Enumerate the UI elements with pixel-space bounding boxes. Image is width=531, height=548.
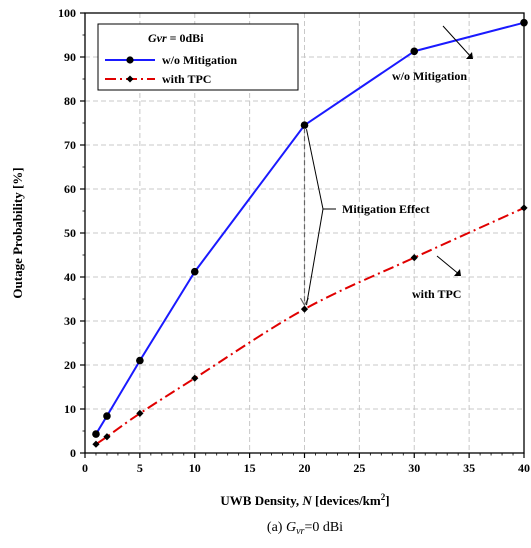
x-tick-label: 15 — [244, 461, 256, 475]
legend: Gvr = 0dBi w/o Mitigation with TPC — [97, 23, 299, 91]
y-tick-label: 90 — [64, 50, 76, 64]
legend-title: Gvr = 0dBi — [148, 31, 204, 45]
tpc-callout-arrowhead — [454, 269, 461, 276]
x-tick-label: 20 — [299, 461, 311, 475]
effect-leader-down — [306, 208, 324, 306]
effect-leader-up — [306, 129, 324, 210]
x-tick-label: 0 — [82, 461, 88, 475]
x-tick-label: 40 — [518, 461, 530, 475]
annotations — [299, 25, 473, 307]
marker-wo-mitigation — [103, 412, 111, 420]
marker-with-tpc — [300, 305, 309, 313]
tpc-callout-line — [436, 255, 461, 276]
y-tick-label: 20 — [64, 358, 76, 372]
figure-caption: (a) Gvr=0 dBi — [267, 520, 343, 537]
marker-wo-mitigation — [300, 121, 309, 129]
x-tick-label: 25 — [353, 461, 365, 475]
y-tick-label: 10 — [64, 402, 76, 416]
y-tick-label: 80 — [64, 94, 76, 108]
x-axis-title: UWB Density, N [devices/km2] — [220, 492, 389, 508]
wo-callout-line — [442, 25, 473, 59]
y-tick-label: 70 — [64, 138, 76, 152]
x-tick-label: 5 — [137, 461, 143, 475]
x-ticks: 0 5 10 15 20 25 30 35 40 — [82, 453, 530, 475]
y-axis-title: Outage Probability [%] — [10, 167, 25, 298]
legend-label-tpc: with TPC — [162, 72, 211, 86]
marker-wo-mitigation — [190, 267, 199, 276]
marker-wo-mitigation — [92, 430, 100, 438]
x-tick-label: 30 — [408, 461, 420, 475]
wo-callout-arrowhead — [466, 52, 473, 59]
legend-marker-wo — [126, 56, 134, 64]
marker-with-tpc — [191, 374, 199, 382]
marker-with-tpc — [103, 433, 111, 441]
marker-wo-mitigation — [410, 47, 419, 56]
legend-marker-tpc — [126, 75, 134, 83]
x-tick-label: 10 — [189, 461, 201, 475]
marker-with-tpc — [410, 254, 418, 262]
y-tick-label: 0 — [70, 446, 76, 460]
y-tick-label: 100 — [58, 6, 76, 20]
x-tick-label: 35 — [463, 461, 475, 475]
legend-label-wo: w/o Mitigation — [162, 53, 237, 67]
marker-with-tpc — [136, 409, 144, 417]
annotation-mitigation-effect: Mitigation Effect — [342, 202, 430, 216]
annotation-with-tpc: with TPC — [412, 287, 461, 301]
y-tick-label: 60 — [64, 182, 76, 196]
marker-wo-mitigation — [136, 356, 144, 365]
y-tick-label: 40 — [64, 270, 76, 284]
y-tick-label: 50 — [64, 226, 76, 240]
annotation-wo-mitigation: w/o Mitigation — [392, 69, 467, 83]
y-ticks: 0 10 20 30 40 50 60 70 80 90 100 — [58, 6, 85, 460]
series-line-with-tpc — [95, 207, 525, 446]
plot-frame — [84, 12, 525, 454]
marker-with-tpc — [92, 440, 100, 448]
y-tick-label: 30 — [64, 314, 76, 328]
